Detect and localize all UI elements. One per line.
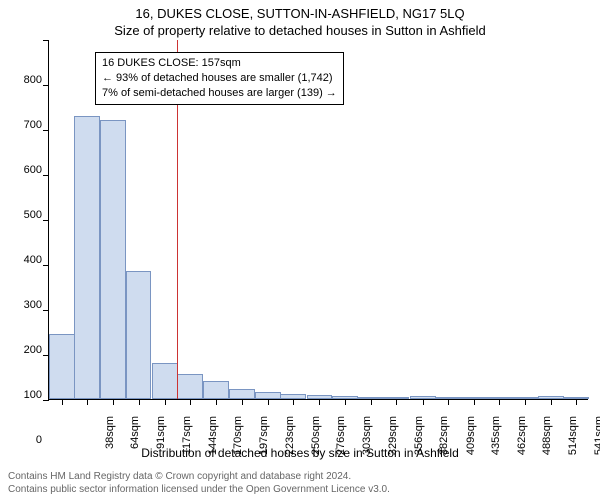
footer-attribution: Contains HM Land Registry data © Crown c… bbox=[8, 470, 390, 496]
x-tick bbox=[190, 399, 191, 405]
y-tick-label: 300 bbox=[2, 299, 42, 311]
x-tick bbox=[165, 399, 166, 405]
histogram-bar bbox=[74, 116, 100, 400]
x-tick bbox=[268, 399, 269, 405]
histogram-bar bbox=[152, 363, 178, 399]
x-tick bbox=[525, 399, 526, 405]
y-tick bbox=[43, 265, 49, 266]
histogram-bar bbox=[100, 120, 126, 399]
y-tick bbox=[43, 400, 49, 401]
annotation-line: 16 DUKES CLOSE: 157sqm bbox=[102, 56, 337, 71]
page-title-address: 16, DUKES CLOSE, SUTTON-IN-ASHFIELD, NG1… bbox=[0, 0, 600, 21]
x-tick bbox=[474, 399, 475, 405]
footer-line: Contains HM Land Registry data © Crown c… bbox=[8, 470, 390, 483]
annotation-box: 16 DUKES CLOSE: 157sqm ← 93% of detached… bbox=[95, 52, 344, 105]
y-tick-label: 700 bbox=[2, 119, 42, 131]
y-tick bbox=[43, 220, 49, 221]
y-tick bbox=[43, 40, 49, 41]
y-tick bbox=[43, 310, 49, 311]
y-tick-label: 400 bbox=[2, 254, 42, 266]
chart-container: Number of detached properties 38sqm64sqm… bbox=[48, 40, 588, 400]
histogram-bar bbox=[177, 374, 203, 399]
x-tick bbox=[345, 399, 346, 405]
x-tick bbox=[371, 399, 372, 405]
annotation-line: 7% of semi-detached houses are larger (1… bbox=[102, 86, 337, 101]
page-title-sub: Size of property relative to detached ho… bbox=[0, 21, 600, 38]
histogram-bar bbox=[229, 389, 255, 399]
y-tick bbox=[43, 130, 49, 131]
x-tick bbox=[62, 399, 63, 405]
x-tick bbox=[551, 399, 552, 405]
histogram-bar bbox=[203, 381, 229, 399]
x-axis-label: Distribution of detached houses by size … bbox=[0, 446, 600, 460]
x-tick bbox=[448, 399, 449, 405]
plot-area: 38sqm64sqm91sqm117sqm144sqm170sqm197sqm2… bbox=[48, 40, 588, 400]
y-tick-label: 500 bbox=[2, 209, 42, 221]
y-tick-label: 600 bbox=[2, 164, 42, 176]
x-tick bbox=[139, 399, 140, 405]
histogram-bar bbox=[49, 334, 75, 399]
y-tick-label: 100 bbox=[2, 389, 42, 401]
y-tick-label: 800 bbox=[2, 74, 42, 86]
x-tick bbox=[423, 399, 424, 405]
x-tick bbox=[319, 399, 320, 405]
y-tick-label: 200 bbox=[2, 344, 42, 356]
y-tick-label: 0 bbox=[2, 434, 42, 446]
x-tick bbox=[576, 399, 577, 405]
footer-line: Contains public sector information licen… bbox=[8, 483, 390, 496]
y-tick bbox=[43, 175, 49, 176]
x-tick bbox=[396, 399, 397, 405]
x-tick bbox=[293, 399, 294, 405]
x-tick bbox=[242, 399, 243, 405]
histogram-bar bbox=[126, 271, 152, 399]
x-tick bbox=[499, 399, 500, 405]
x-tick bbox=[87, 399, 88, 405]
histogram-bar bbox=[255, 392, 281, 399]
x-tick bbox=[113, 399, 114, 405]
x-tick bbox=[216, 399, 217, 405]
annotation-line: ← 93% of detached houses are smaller (1,… bbox=[102, 71, 337, 86]
y-tick bbox=[43, 85, 49, 86]
